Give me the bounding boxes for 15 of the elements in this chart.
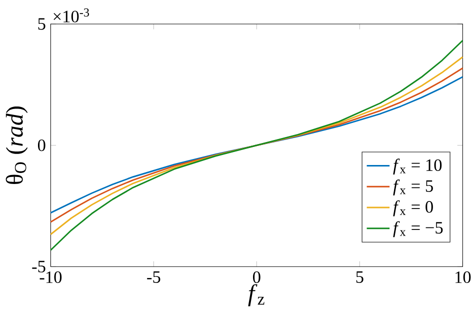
x-tick-label: 0 <box>253 271 260 284</box>
x-tick-label: 10 <box>456 271 471 284</box>
y-tick-label: 0 <box>38 139 46 152</box>
x-axis-title: f$_{z}$ <box>248 284 264 306</box>
y-axis-title: θ$_{O}$ (rad) <box>6 106 28 184</box>
y-tick-label: -5 <box>32 260 46 272</box>
legend-label: f$_{x}$ = 10 <box>393 158 442 175</box>
legend-label: f$_{x}$ = −5 <box>393 221 443 238</box>
y-tick-label: 5 <box>38 18 46 30</box>
x-tick-label: -10 <box>40 271 62 284</box>
legend-label: f$_{x}$ = 0 <box>393 200 433 216</box>
x-tick-label: 5 <box>356 271 364 283</box>
x-tick-label: -5 <box>147 271 160 283</box>
legend-label: f$_{x}$ = 5 <box>393 180 433 196</box>
text: ×10$^{-3}$ <box>54 8 90 22</box>
